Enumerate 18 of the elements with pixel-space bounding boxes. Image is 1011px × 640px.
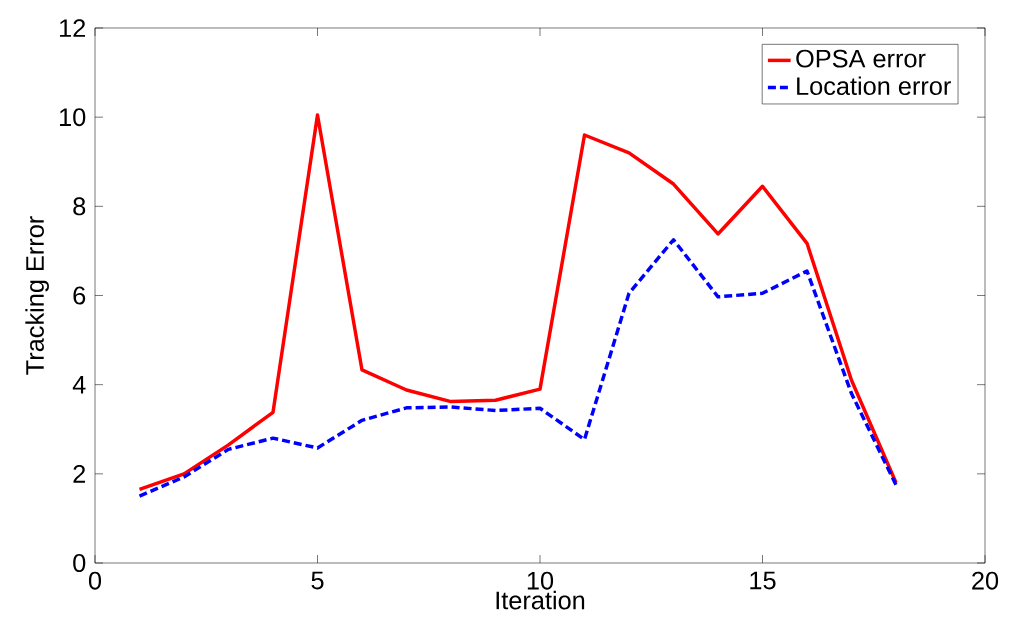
y-tick-label: 0 bbox=[73, 554, 86, 572]
y-tick-label: 8 bbox=[73, 197, 86, 216]
y-axis-title: Tracking Error bbox=[25, 216, 49, 375]
legend-label: OPSA error bbox=[796, 49, 926, 68]
y-tick-label: 2 bbox=[73, 464, 86, 483]
x-tick-label: 0 bbox=[88, 571, 102, 590]
x-tick-label: 15 bbox=[750, 571, 776, 590]
y-tick-label: 10 bbox=[60, 108, 86, 127]
line-series bbox=[137, 238, 898, 498]
y-tick-label: 4 bbox=[72, 375, 86, 394]
line-series bbox=[137, 113, 898, 492]
legend-label: Location error bbox=[797, 76, 951, 96]
y-tick-label: 6 bbox=[73, 286, 86, 305]
x-tick-label: 20 bbox=[972, 571, 999, 590]
x-axis-title: Iteration bbox=[496, 590, 585, 610]
x-tick-label: 5 bbox=[311, 571, 324, 590]
x-tick-label: 10 bbox=[527, 571, 554, 590]
y-tick-label: 12 bbox=[60, 19, 86, 37]
